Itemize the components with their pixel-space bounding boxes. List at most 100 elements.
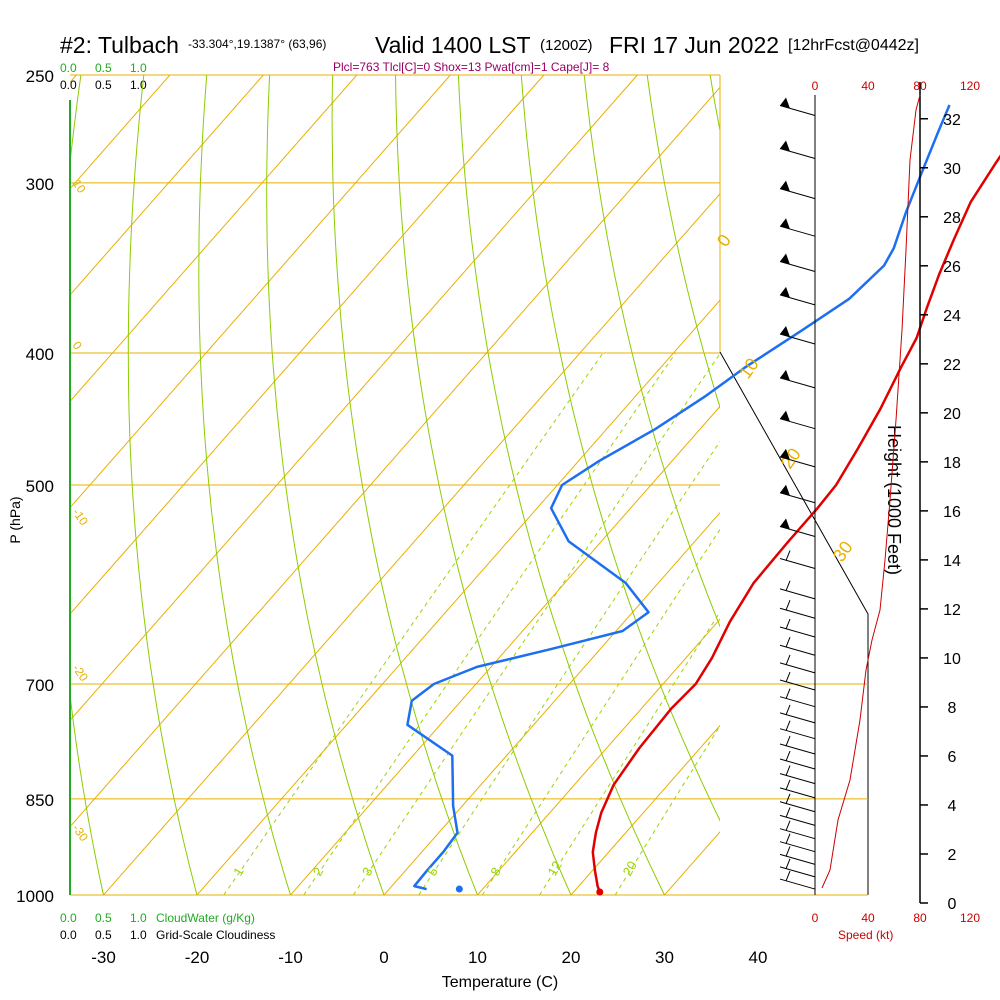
- wind-barb-feather: [785, 820, 791, 831]
- wind-barb-staff: [779, 878, 816, 890]
- speed-bottom-tick-2: 80: [913, 911, 927, 925]
- temperature-tick-label: 30: [655, 948, 674, 967]
- wind-speed-profile: [821, 94, 921, 889]
- wind-barb: [779, 654, 816, 674]
- dewpoint-trace: [406, 104, 951, 891]
- speed-bottom-tick-1: 40: [861, 911, 875, 925]
- wind-barb: [779, 870, 816, 890]
- wind-barb-staff: [779, 787, 816, 799]
- wind-barb-staff: [779, 588, 816, 600]
- mixing-ratio-label: 20: [620, 858, 640, 878]
- height-tick-label: 26: [943, 259, 961, 276]
- wind-barb-feather: [785, 704, 791, 716]
- pressure-tick-label: 400: [26, 345, 54, 364]
- wind-barb: [779, 580, 816, 600]
- isotherm-label: 10: [70, 177, 89, 196]
- wind-barb-pennant: [780, 180, 790, 192]
- temperature-tick-label: 40: [749, 948, 768, 967]
- wind-barb: [779, 550, 816, 569]
- wind-barb-feather: [785, 833, 791, 844]
- wind-barb-staff: [779, 814, 816, 826]
- temperature-tick-label: -30: [91, 948, 116, 967]
- isotherm-label: -30: [70, 822, 92, 845]
- mixing-ratio-line: [352, 352, 720, 895]
- wind-barb: [779, 448, 816, 468]
- wind-barb: [779, 779, 816, 799]
- height-axis-label: Height (1000 Feet): [884, 425, 904, 575]
- surface-temperature-dot: [596, 888, 604, 896]
- wind-barb: [779, 720, 816, 740]
- height-tick-label: 10: [943, 651, 961, 668]
- x-axis-label: Temperature (C): [442, 974, 558, 991]
- wind-barb-pennant: [780, 410, 790, 422]
- wind-barb: [779, 671, 816, 691]
- height-tick-label: 30: [943, 161, 961, 178]
- cloud-black-bottom-tick-1: 0.5: [95, 928, 112, 942]
- height-tick-label: 32: [943, 112, 961, 129]
- wind-barb-feather: [785, 637, 791, 648]
- height-tick-label: 18: [943, 455, 961, 472]
- wind-profile-boundary: [719, 351, 869, 895]
- dry-adiabat-line: [836, 75, 1000, 895]
- speed-top-tick-3: 120: [960, 79, 980, 93]
- wind-barb-feather: [785, 735, 791, 747]
- isotherm-line: [70, 75, 264, 296]
- speed-top-tick-0: 0: [812, 79, 819, 93]
- wind-barb-feather: [785, 807, 791, 818]
- dry-adiabat-line: [395, 75, 572, 895]
- dry-adiabat-line: [709, 75, 720, 134]
- temperature-tick-label: -20: [185, 948, 210, 967]
- wind-barb-staff: [779, 828, 816, 840]
- chart-valid-time: Valid 1400 LST: [375, 32, 531, 58]
- mixing-ratio-label: 12: [544, 858, 564, 878]
- sounding-indices: Plcl=763 Tlcl[C]=0 Shox=13 Pwat[cm]=1 Ca…: [333, 60, 610, 74]
- height-tick-label: 22: [943, 357, 961, 374]
- dry-adiabat-line: [899, 75, 1000, 895]
- cloud-black-bottom-tick-2: 1.0: [130, 928, 147, 942]
- dry-adiabat-line: [70, 75, 104, 895]
- wind-barb-staff: [779, 758, 816, 770]
- wind-barb-feather: [785, 600, 791, 611]
- wind-barb: [779, 286, 816, 306]
- wind-barb-feather: [785, 765, 791, 776]
- wind-barb: [779, 253, 816, 272]
- pressure-tick-label: 300: [26, 175, 54, 194]
- isotherm-label: -20: [70, 662, 92, 685]
- chart-station-title: #2: Tulbach: [60, 32, 179, 58]
- wind-barb: [779, 846, 816, 865]
- isotherm-line: [758, 75, 1000, 895]
- dry-adiabat-line: [127, 75, 198, 895]
- chart-coords: -33.304°,19.1387° (63,96): [188, 37, 326, 51]
- height-tick-label: 12: [943, 602, 961, 619]
- height-tick-label: 16: [943, 504, 961, 521]
- cloud-black-tick-1: 0.5: [95, 78, 112, 92]
- height-tick-label: 4: [948, 798, 957, 815]
- mixing-ratio-line: [223, 352, 604, 895]
- speed-bottom-tick-0: 0: [812, 911, 819, 925]
- wind-barb: [779, 140, 816, 159]
- isotherm-label: 20: [777, 444, 805, 472]
- wind-barb-pennant: [780, 97, 790, 109]
- wind-barb-feather: [785, 688, 791, 699]
- dry-adiabat-line: [266, 75, 385, 895]
- wind-barb-staff: [779, 841, 816, 853]
- wind-barb-staff: [779, 662, 816, 674]
- dry-adiabat-line: [520, 75, 720, 822]
- surface-dewpoint-dot: [455, 885, 463, 893]
- height-tick-label: 20: [943, 406, 961, 423]
- wind-barb-staff: [779, 853, 816, 865]
- mixing-ratio-line: [614, 724, 720, 895]
- cloudwater-label: CloudWater (g/Kg): [156, 911, 255, 925]
- height-tick-label: 28: [943, 210, 961, 227]
- wind-barb: [779, 326, 816, 345]
- wind-barb-feather: [785, 870, 791, 882]
- height-tick-label: 14: [943, 553, 961, 570]
- wind-barb: [779, 600, 816, 619]
- isotherm-label: 30: [829, 537, 857, 565]
- isotherm-label: 0: [713, 231, 735, 251]
- isotherm-line: [477, 618, 720, 895]
- wind-barb: [779, 637, 816, 656]
- speed-scale: 0 40 80 120 0 40 80 120 Speed (kt): [812, 79, 981, 942]
- wind-barb: [779, 180, 816, 200]
